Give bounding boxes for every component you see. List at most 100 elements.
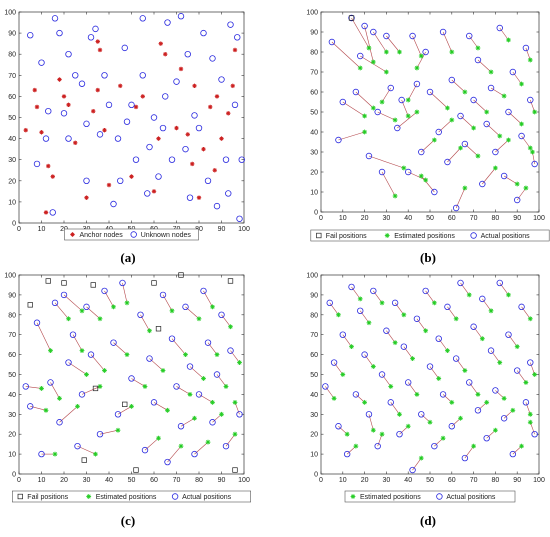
anchor-node-marker	[201, 146, 206, 152]
unknown-node-marker	[92, 25, 99, 33]
error-line	[525, 47, 531, 61]
error-line	[482, 298, 492, 311]
x-tick-label: 80	[195, 226, 203, 233]
estimated-position-marker	[124, 300, 130, 306]
estimated-position-marker	[449, 399, 455, 405]
error-line	[122, 282, 128, 303]
actual-position-marker	[177, 423, 185, 430]
legend-box	[310, 229, 550, 242]
unknown-node-marker	[105, 101, 113, 109]
x-tick-label: 80	[492, 477, 500, 484]
estimated-position-marker	[530, 149, 535, 155]
error-line	[490, 350, 501, 363]
estimated-position-marker	[97, 316, 103, 322]
actual-position-marker	[374, 108, 381, 116]
actual-position-marker	[236, 411, 243, 418]
y-tick-label: 100	[4, 273, 16, 280]
unknown-node-marker	[110, 200, 117, 208]
estimated-position-marker	[196, 316, 202, 322]
unknown-node-marker	[83, 120, 90, 128]
anchor-node-marker	[32, 87, 37, 93]
y-tick-label: 90	[310, 292, 318, 299]
x-tick-label: 30	[83, 477, 91, 484]
estimated-position-marker	[86, 494, 92, 499]
y-tick-label: 10	[310, 452, 318, 459]
legend-label: Actual positions	[446, 494, 496, 501]
anchor-node-marker	[156, 136, 161, 141]
actual-position-marker	[159, 291, 167, 299]
y-tick-label: 60	[310, 90, 318, 97]
unknown-node-marker	[121, 44, 128, 52]
estimated-position-marker	[475, 153, 481, 159]
unknown-node-marker	[146, 143, 153, 151]
actual-position-marker	[479, 180, 486, 188]
actual-position-marker	[335, 423, 342, 430]
actual-position-marker	[518, 132, 525, 140]
estimated-position-marker	[379, 99, 385, 105]
x-tick-label: 80	[492, 215, 500, 222]
actual-position-marker	[470, 323, 477, 330]
unknown-node-marker	[173, 78, 180, 85]
estimated-position-marker	[519, 121, 524, 127]
estimated-position-marker	[93, 451, 98, 457]
unknown-node-marker	[209, 55, 216, 62]
actual-position-marker	[47, 379, 54, 386]
error-line	[455, 187, 466, 209]
error-line	[377, 434, 383, 447]
x-tick-label: 100	[238, 226, 250, 233]
anchor-node-marker	[208, 104, 213, 110]
actual-position-marker	[492, 148, 499, 156]
estimated-position-marker	[405, 423, 411, 429]
y-tick-label: 20	[8, 432, 16, 439]
error-line	[364, 25, 374, 63]
actual-position-marker	[343, 450, 351, 458]
actual-position-marker	[527, 96, 534, 104]
actual-position-marker	[479, 295, 486, 303]
x-tick-label: 0	[17, 477, 21, 484]
estimated-position-marker	[527, 316, 533, 322]
y-tick-label: 0	[12, 472, 16, 479]
estimated-position-marker	[449, 117, 455, 123]
actual-position-marker	[65, 359, 72, 366]
actual-position-marker	[439, 28, 447, 36]
unknown-node-marker	[144, 190, 151, 197]
error-line	[442, 31, 453, 53]
estimated-position-marker	[466, 292, 472, 298]
error-line	[230, 350, 240, 363]
error-line	[225, 434, 236, 447]
panel-b: 0 10 20 30 40 50 60 70 80 90 100 0 10 20 30 40 50 60 70 80 9…	[306, 10, 550, 265]
legend-label: Estimated positions	[96, 494, 157, 501]
error-line	[207, 342, 218, 355]
unknown-node-marker	[200, 29, 207, 37]
actual-position-marker	[335, 136, 342, 144]
fail-position-marker	[348, 15, 355, 21]
estimated-position-marker	[169, 308, 175, 314]
estimated-position-marker	[414, 109, 420, 115]
actual-position-marker	[365, 411, 373, 418]
actual-position-marker	[431, 188, 438, 196]
error-line	[342, 101, 365, 117]
actual-position-marker	[492, 387, 499, 394]
unknown-node-marker	[114, 135, 122, 142]
unknown-node-marker	[231, 101, 239, 109]
actual-position-marker	[474, 56, 482, 64]
error-line	[394, 302, 405, 315]
anchor-node-marker	[214, 94, 220, 99]
anchor-node-marker	[97, 47, 103, 53]
estimated-position-marker	[519, 81, 524, 87]
legend-entry: Fail positions	[17, 493, 69, 501]
anchor-node-marker	[219, 136, 224, 141]
actual-position-marker	[204, 339, 212, 346]
legend-label: Anchor nodes	[80, 232, 124, 239]
actual-position-marker	[387, 84, 394, 92]
actual-position-marker	[171, 493, 179, 500]
actual-position-marker	[348, 14, 355, 22]
error-line	[368, 155, 404, 169]
error-line	[499, 27, 509, 41]
estimated-position-marker	[111, 304, 116, 310]
fail-position-marker	[155, 326, 162, 332]
actual-position-marker	[466, 32, 473, 40]
x-tick-label: 20	[361, 477, 369, 484]
estimated-position-marker	[462, 368, 468, 373]
unknown-node-marker	[159, 124, 167, 132]
